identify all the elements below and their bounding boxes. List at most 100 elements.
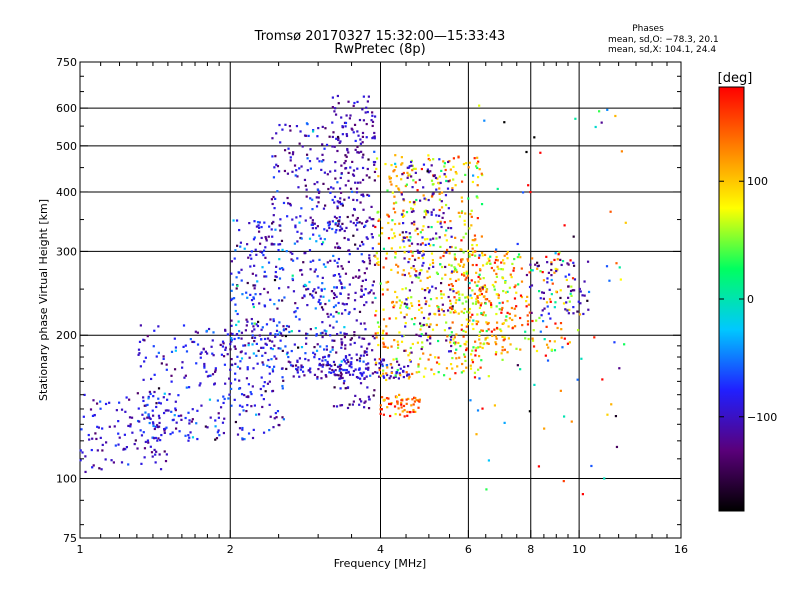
data-point (416, 341, 420, 344)
data-point (547, 271, 550, 274)
data-point (251, 334, 254, 337)
data-point (391, 236, 394, 240)
data-point (339, 140, 342, 143)
data-point (374, 225, 377, 229)
data-point (243, 393, 246, 397)
data-point (156, 439, 159, 442)
data-point (270, 358, 273, 361)
data-point (321, 153, 324, 156)
data-point (494, 280, 497, 284)
data-point (281, 128, 284, 131)
data-point (288, 202, 292, 206)
data-point (503, 421, 506, 424)
data-point (325, 375, 328, 378)
data-point (278, 321, 281, 324)
data-point (331, 220, 334, 223)
data-point (323, 228, 326, 231)
data-point (263, 381, 266, 384)
data-point (486, 336, 489, 339)
data-point (367, 366, 370, 369)
data-point (88, 438, 91, 441)
data-point (284, 328, 288, 331)
data-point (511, 318, 514, 322)
data-point (419, 357, 422, 360)
data-point (378, 218, 381, 221)
data-point (125, 445, 128, 449)
data-point (471, 302, 475, 305)
data-point (507, 337, 510, 340)
data-point (453, 266, 456, 269)
data-point (333, 373, 336, 376)
data-point (308, 160, 312, 163)
data-point (426, 168, 430, 171)
data-point (363, 377, 366, 381)
data-point (339, 331, 342, 334)
data-point (482, 276, 485, 280)
data-point (476, 409, 480, 412)
data-point (289, 364, 293, 367)
data-point (264, 342, 267, 345)
data-point (214, 438, 217, 441)
data-point (269, 347, 273, 350)
data-point (243, 438, 246, 441)
data-point (331, 106, 334, 109)
data-point (535, 319, 538, 322)
data-point (181, 366, 184, 369)
data-point (455, 298, 458, 302)
data-point (155, 450, 158, 453)
data-point (276, 165, 280, 168)
data-point (209, 416, 212, 419)
data-point (365, 106, 368, 109)
data-point (262, 431, 266, 434)
data-point (339, 197, 342, 200)
data-point (579, 302, 582, 305)
data-point (344, 184, 347, 187)
data-point (357, 269, 361, 272)
data-point (468, 286, 471, 290)
data-point (412, 408, 415, 412)
data-point (350, 366, 353, 369)
data-point (368, 259, 372, 262)
data-point (99, 407, 102, 410)
data-point (356, 358, 359, 362)
data-point (540, 314, 543, 317)
data-point (326, 312, 329, 316)
data-point (154, 453, 157, 456)
data-point (246, 296, 249, 299)
data-point (347, 171, 350, 175)
data-point (245, 377, 249, 380)
data-point (325, 229, 329, 232)
data-point (130, 416, 134, 419)
data-point (392, 306, 395, 309)
data-point (482, 311, 486, 314)
data-point (234, 362, 237, 365)
data-point (432, 244, 435, 247)
data-point (167, 409, 170, 412)
data-point (345, 114, 348, 117)
data-point (241, 293, 244, 296)
data-point (324, 332, 327, 335)
data-point (208, 374, 211, 377)
data-point (564, 275, 567, 278)
data-point (345, 362, 348, 365)
x-tick-label: 10 (572, 543, 586, 556)
data-point (341, 222, 344, 225)
data-point (365, 267, 368, 270)
data-point (455, 333, 458, 336)
data-point (447, 283, 451, 287)
data-point (291, 364, 295, 368)
data-point (403, 236, 407, 239)
data-point (429, 323, 432, 326)
data-point (450, 283, 453, 286)
data-point (410, 210, 414, 213)
data-point (346, 386, 350, 389)
data-point (246, 368, 249, 371)
data-point (425, 324, 428, 327)
data-point (387, 397, 390, 400)
data-point (495, 337, 498, 340)
data-point (440, 308, 444, 311)
data-point (208, 398, 212, 401)
data-point (348, 373, 352, 376)
data-point (560, 263, 563, 267)
data-point (321, 331, 324, 334)
